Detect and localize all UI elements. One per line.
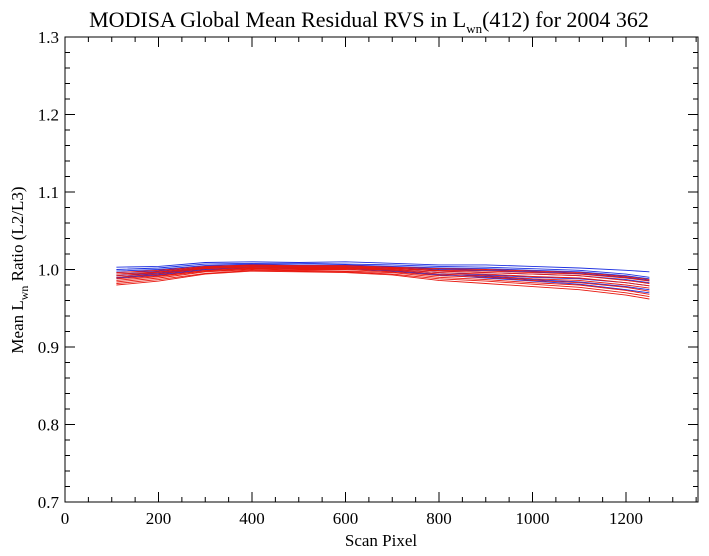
- x-tick-label: 200: [146, 509, 172, 528]
- y-axis-label-suffix: Ratio (L2/L3): [8, 186, 27, 285]
- y-tick-label: 0.7: [38, 493, 60, 512]
- y-tick-label: 1.2: [38, 106, 59, 125]
- y-tick-label: 1.1: [38, 183, 59, 202]
- series-layer: [116, 261, 650, 300]
- y-axis-label-main: Mean L: [8, 300, 27, 353]
- y-axis-label-subscript: wn: [17, 286, 31, 301]
- series-line-red-10: [116, 265, 650, 282]
- series-line-red-12: [116, 266, 650, 287]
- axis-tick-labels: 0 200 400 600 800 1000 1200 0.7 0.8 0.9 1.0 1.1 1.2 1…: [38, 28, 643, 528]
- series-line-red-9: [116, 264, 650, 281]
- series-line-red-15: [116, 269, 650, 295]
- x-tick-label: 400: [239, 509, 265, 528]
- y-tick-label: 1.0: [38, 261, 59, 280]
- chart-title-suffix: (412) for 2004 362: [482, 7, 649, 32]
- x-tick-label: 0: [61, 509, 70, 528]
- x-tick-label: 1200: [609, 509, 643, 528]
- series-line-red-16: [116, 269, 650, 298]
- x-tick-label: 1000: [516, 509, 550, 528]
- y-tick-label: 0.8: [38, 416, 59, 435]
- chart-title: MODISA Global Mean Residual RVS in Lwn(4…: [89, 7, 649, 36]
- axis-ticks: [64, 36, 698, 503]
- x-tick-label: 600: [333, 509, 359, 528]
- y-axis-label: Mean Lwn Ratio (L2/L3): [8, 186, 31, 353]
- y-tick-label: 0.9: [38, 338, 59, 357]
- chart-title-main: MODISA Global Mean Residual RVS in L: [89, 7, 466, 32]
- plot-frame: [64, 36, 699, 503]
- series-line-red-13: [116, 267, 650, 289]
- x-axis-label: Scan Pixel: [345, 531, 418, 550]
- y-tick-label: 1.3: [38, 28, 59, 47]
- series-line-red-17: [116, 270, 650, 300]
- series-line-blue-1: [116, 261, 650, 273]
- series-line-blue-3: [116, 263, 650, 280]
- series-line-red-14: [116, 268, 650, 292]
- series-line-blue-8: [116, 267, 650, 294]
- chart-title-subscript: wn: [466, 21, 482, 36]
- series-line-blue-2: [116, 262, 650, 278]
- series-line-red-11: [116, 265, 650, 284]
- x-tick-label: 800: [426, 509, 452, 528]
